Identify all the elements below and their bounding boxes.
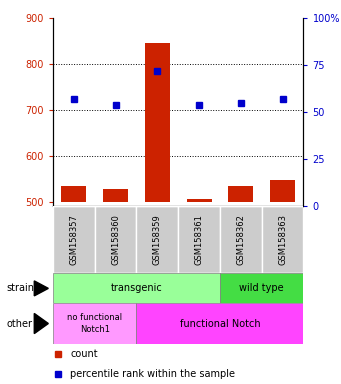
Text: GSM158362: GSM158362 <box>236 214 245 265</box>
Bar <box>61 185 86 202</box>
Text: no functional
Notch1: no functional Notch1 <box>67 313 122 334</box>
Bar <box>53 273 220 303</box>
Bar <box>187 199 212 202</box>
Bar <box>136 303 303 344</box>
Text: other: other <box>7 318 33 329</box>
Text: transgenic: transgenic <box>110 283 162 293</box>
Bar <box>220 273 303 303</box>
Text: count: count <box>70 349 98 359</box>
Bar <box>145 43 170 202</box>
Text: strain: strain <box>7 283 35 293</box>
Bar <box>53 303 136 344</box>
Text: wild type: wild type <box>239 283 284 293</box>
Text: GSM158360: GSM158360 <box>111 214 120 265</box>
Text: GSM158363: GSM158363 <box>278 214 287 265</box>
Bar <box>270 180 295 202</box>
Polygon shape <box>34 281 48 296</box>
Bar <box>262 206 303 273</box>
Bar <box>228 185 253 202</box>
Text: percentile rank within the sample: percentile rank within the sample <box>70 369 235 379</box>
Text: functional Notch: functional Notch <box>180 318 260 329</box>
Bar <box>103 189 128 202</box>
Text: GSM158361: GSM158361 <box>195 214 204 265</box>
Bar <box>136 206 178 273</box>
Text: GSM158357: GSM158357 <box>69 214 78 265</box>
Bar <box>178 206 220 273</box>
Bar <box>94 206 136 273</box>
Bar <box>220 206 262 273</box>
Polygon shape <box>34 313 48 334</box>
Bar <box>53 206 94 273</box>
Text: GSM158359: GSM158359 <box>153 214 162 265</box>
